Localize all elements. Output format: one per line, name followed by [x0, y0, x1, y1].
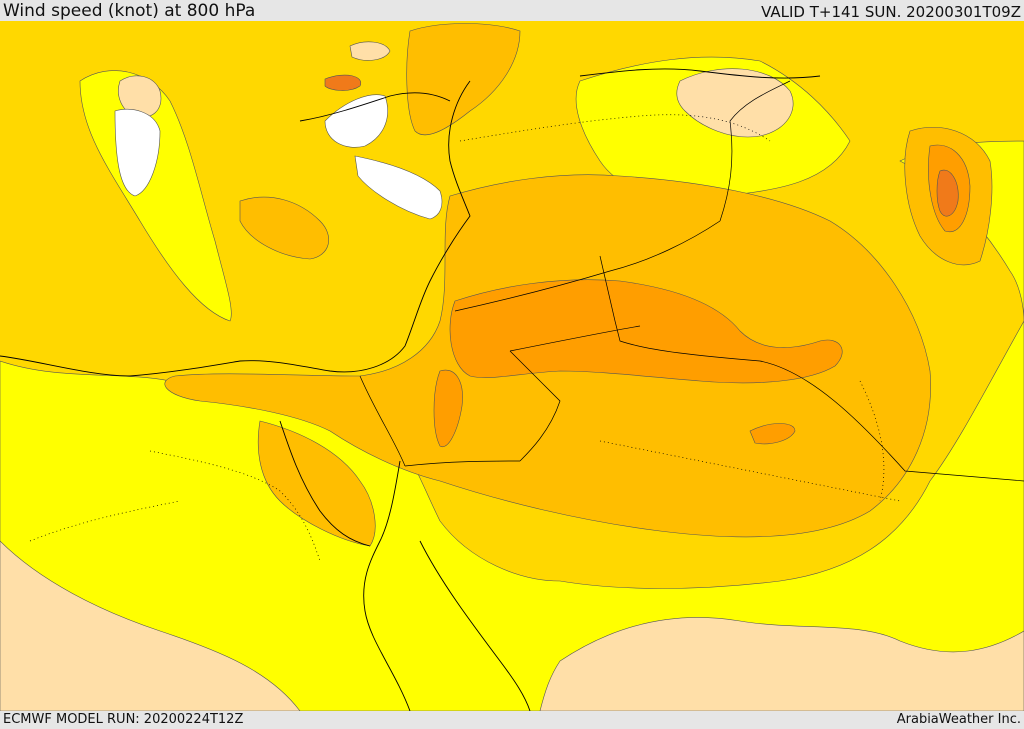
wind-band-tan-ne: [676, 68, 794, 138]
wind-band-white-3: [354, 155, 443, 220]
wind-band-light-orange-nw: [239, 196, 329, 260]
wind-band-dark-orange: [936, 169, 959, 217]
wind-speed-map: [0, 21, 1024, 711]
model-run-label: ECMWF MODEL RUN: 20200224T12Z: [3, 712, 244, 727]
dotted-boundaries: [29, 114, 901, 562]
wind-band-orange: [449, 279, 843, 384]
wind-band-dark-orange-2: [324, 74, 362, 91]
map-title: Wind speed (knot) at 800 hPa: [3, 1, 256, 21]
wind-band-tan-nw: [118, 75, 162, 118]
valid-time: VALID T+141 SUN. 20200301T09Z: [761, 3, 1021, 21]
header-bar: Wind speed (knot) at 800 hPa VALID T+141…: [0, 0, 1024, 21]
wind-band-light-orange-n: [406, 23, 521, 136]
wind-band-white-2: [324, 94, 388, 148]
coastlines: [0, 68, 821, 711]
wind-band-tan-south: [539, 617, 1024, 711]
wind-band-orange-3: [749, 423, 796, 445]
footer-bar: ECMWF MODEL RUN: 20200224T12Z ArabiaWeat…: [0, 711, 1024, 729]
wind-band-white-1: [114, 108, 161, 197]
wind-band-tan-sw: [0, 540, 301, 711]
wind-band-orange-2: [433, 369, 463, 448]
political-borders: [359, 80, 1024, 482]
credit-label: ArabiaWeather Inc.: [896, 712, 1021, 727]
wind-band-tan-n: [349, 41, 391, 61]
